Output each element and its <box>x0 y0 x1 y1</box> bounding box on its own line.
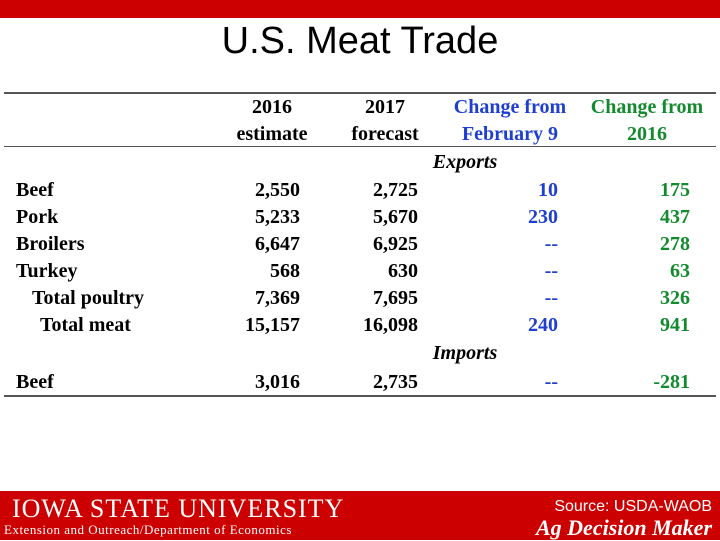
value-change-feb: -- <box>544 233 558 255</box>
top-accent-bar <box>0 0 720 18</box>
table-bottom-rule <box>4 395 716 397</box>
value-2017: 7,695 <box>373 287 418 309</box>
value-change-2016: 437 <box>660 206 690 228</box>
value-2016: 2,550 <box>255 179 300 201</box>
value-2016: 568 <box>270 260 300 282</box>
value-2017: 5,670 <box>373 206 418 228</box>
value-2017: 16,098 <box>363 314 418 336</box>
value-change-2016: 326 <box>660 287 690 309</box>
value-change-2016: 63 <box>670 260 690 282</box>
header-change-feb-line1: Change from <box>453 96 567 118</box>
header-change-2016-line1: Change from <box>590 96 704 118</box>
value-2016: 6,647 <box>255 233 300 255</box>
row-label: Broilers <box>16 233 85 255</box>
row-label: Beef <box>16 371 54 393</box>
value-2016: 3,016 <box>255 371 300 393</box>
value-change-feb: 10 <box>538 179 558 201</box>
value-2016: 15,157 <box>245 314 300 336</box>
header-2017-line2: forecast <box>351 123 419 145</box>
footer-bar <box>0 491 720 540</box>
section-exports: Exports <box>432 151 498 173</box>
value-change-feb: 230 <box>528 206 558 228</box>
table-top-rule <box>4 92 716 94</box>
value-change-2016: 175 <box>660 179 690 201</box>
header-change-2016-line2: 2016 <box>627 123 667 145</box>
value-2016: 7,369 <box>255 287 300 309</box>
slide-title: U.S. Meat Trade <box>221 20 499 62</box>
value-change-feb: -- <box>544 260 558 282</box>
header-2017-line1: 2017 <box>365 96 405 118</box>
value-change-feb: -- <box>544 371 558 393</box>
university-logo-text: IOWA STATE UNIVERSITY <box>12 494 345 523</box>
row-label: Beef <box>16 179 54 201</box>
value-change-2016: 941 <box>660 314 690 336</box>
brand-text: Ag Decision Maker <box>536 515 712 540</box>
row-label: Total poultry <box>32 287 145 309</box>
department-text: Extension and Outreach/Department of Eco… <box>4 522 292 537</box>
value-change-feb: 240 <box>528 314 558 336</box>
value-2017: 6,925 <box>373 233 418 255</box>
row-label: Total meat <box>40 314 131 336</box>
row-label: Turkey <box>16 260 78 282</box>
row-label: Pork <box>16 206 59 228</box>
header-2016-line2: estimate <box>236 123 308 145</box>
value-2016: 5,233 <box>255 206 300 228</box>
value-2017: 630 <box>388 260 418 282</box>
value-2017: 2,725 <box>373 179 418 201</box>
value-2017: 2,735 <box>373 371 418 393</box>
value-change-2016: -281 <box>653 371 690 393</box>
value-change-2016: 278 <box>660 233 690 255</box>
header-change-feb-line2: February 9 <box>461 123 559 145</box>
header-2016-line1: 2016 <box>252 96 292 118</box>
section-imports: Imports <box>432 342 498 364</box>
source-text: Source: USDA-WAOB <box>554 498 712 515</box>
value-change-feb: -- <box>544 287 558 309</box>
header-rule <box>4 146 716 147</box>
